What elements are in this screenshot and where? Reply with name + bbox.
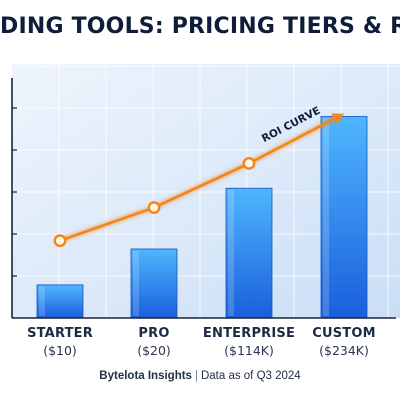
bar-highlight: [133, 250, 139, 316]
x-tick-custom: CUSTOM ($234K): [296, 325, 392, 359]
x-tick-price: ($114K): [224, 343, 274, 358]
bar-starter: [36, 284, 84, 319]
x-tick-pro: PRO ($20): [106, 325, 202, 359]
roi-curve-line: [59, 115, 339, 242]
bar-custom: [320, 116, 368, 319]
x-tick-price: ($20): [137, 343, 171, 358]
x-tick-label: CUSTOM: [312, 326, 376, 341]
bar-highlight: [39, 286, 45, 316]
x-tick-price: ($234K): [319, 343, 369, 358]
bar-highlight: [228, 190, 234, 316]
x-tick-label: STARTER: [27, 326, 93, 341]
bar-highlight: [323, 118, 329, 317]
x-tick-enterprise: ENTERPRISE ($114K): [201, 325, 297, 359]
x-tick-label: PRO: [138, 326, 170, 341]
chart-title: DING TOOLS: PRICING TIERS & ROI ANA: [0, 14, 400, 39]
footer-note: Data as of Q3 2024: [200, 370, 301, 382]
x-tick-starter: STARTER ($10): [12, 325, 108, 359]
bars-group: [36, 116, 368, 319]
roi-curve-point: [147, 201, 161, 214]
roi-curve-arrowhead: [331, 113, 344, 125]
axes: [11, 78, 396, 319]
x-tick-label: ENTERPRISE: [202, 326, 296, 341]
x-tick-price: ($10): [43, 343, 77, 358]
footer-separator: |: [194, 370, 198, 382]
roi-curve-point: [242, 156, 256, 170]
footer: Bytelota Insights | Data as of Q3 2024: [0, 370, 400, 382]
roi-curve-point: [53, 234, 67, 248]
footer-brand: Bytelota Insights: [99, 370, 192, 382]
